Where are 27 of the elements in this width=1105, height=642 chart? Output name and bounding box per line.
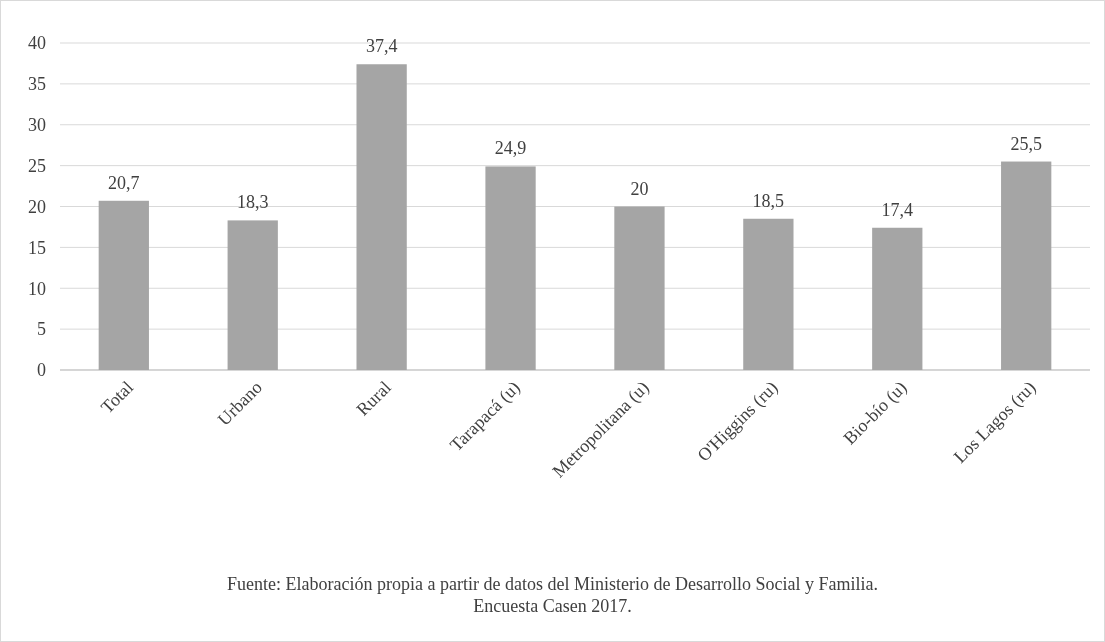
bar [743,218,794,370]
y-tick-label: 30 [28,115,46,136]
y-tick-label: 25 [28,155,46,176]
bar [356,64,407,370]
source-note: Fuente: Elaboración propia a partir de datos del Ministerio de Desarrollo Social y Familia. [227,574,878,594]
y-tick-label: 5 [37,319,46,340]
data-label: 17,4 [881,199,914,220]
data-label: 18,3 [236,192,269,213]
bar [227,220,278,370]
y-tick-label: 15 [28,237,46,258]
y-tick-label: 0 [37,360,46,381]
bar [614,206,665,370]
y-tick-label: 40 [28,33,46,54]
bar [1001,161,1052,370]
bar [872,227,923,370]
data-label: 24,9 [494,138,527,159]
y-tick-label: 35 [28,74,46,95]
data-label: 20,7 [108,172,140,193]
text: Encuesta Casen 2017. [473,596,632,616]
data-label: 25,5 [1010,133,1042,154]
y-tick-label: 10 [28,278,46,299]
data-label: 20 [630,178,649,199]
y-tick-label: 20 [28,196,46,217]
bar [485,166,536,370]
data-label: 37,4 [365,36,398,57]
bar [98,200,149,370]
data-label: 18,5 [752,190,785,211]
